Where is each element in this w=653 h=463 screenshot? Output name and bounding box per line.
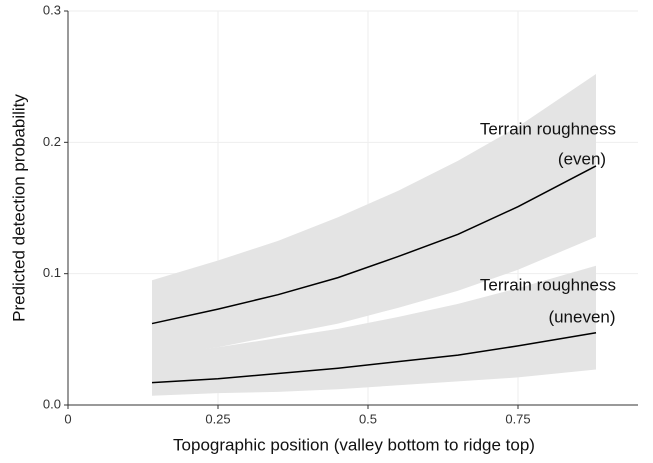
line [151,165,597,325]
y-tick-label: 0.0 [43,396,61,411]
x-tick-label: 0.5 [359,411,377,426]
series-label: (uneven) [548,307,615,326]
series-label: Terrain roughness [480,119,616,138]
y-tick-label: 0.3 [43,2,61,17]
series-label: Terrain roughness [480,275,616,294]
x-tick-label: 0.75 [505,411,530,426]
x-tick-label: 0.25 [205,411,230,426]
confidence-band [152,74,596,357]
line [151,332,597,384]
series-label: (even) [558,149,606,168]
x-axis-title: Topographic position (valley bottom to r… [173,435,535,454]
y-tick-label: 0.2 [43,134,61,149]
x-tick-label: 0 [64,411,71,426]
y-axis-title: Predicted detection probability [9,94,28,322]
y-tick-label: 0.1 [43,265,61,280]
confidence-band [152,265,596,396]
